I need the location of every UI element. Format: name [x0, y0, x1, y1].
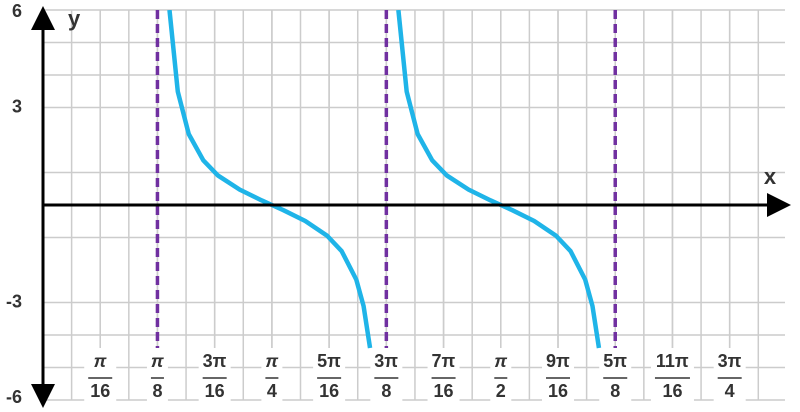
tick-label-bg — [261, 348, 283, 402]
tick-label-bg — [490, 348, 512, 402]
x-tick-label: π/8 — [151, 351, 165, 401]
x-axis-label: x — [764, 164, 777, 189]
x-tick-label: 3π/16 — [203, 351, 228, 401]
x-tick-label: 9π/16 — [546, 351, 571, 401]
tick-label-bg — [313, 348, 346, 402]
x-tick-label: 7π/16 — [432, 351, 457, 401]
x-tick-label: 5π/16 — [317, 351, 342, 401]
y-tick-label: 6 — [12, 1, 22, 21]
x-tick-label: π/16 — [90, 351, 110, 401]
tick-label-bg — [370, 348, 403, 402]
x-tick-label: π/2 — [494, 351, 508, 401]
tick-label-bg — [713, 348, 746, 402]
y-tick-label: 3 — [12, 96, 22, 116]
x-tick-label: 3π/4 — [718, 351, 743, 401]
y-axis-label: y — [68, 6, 81, 31]
tick-label-bg — [84, 348, 117, 402]
labels: y x 6 3 -3 -6 π/16 π/8 3π/16 π/4 5π/16 3π/8 7π/16 π… — [6, 1, 777, 407]
x-tick-label: π/4 — [265, 351, 279, 401]
tick-label-bg — [599, 348, 632, 402]
tick-label-bg — [198, 348, 231, 402]
y-tick-label: -6 — [6, 387, 22, 407]
tick-label-bg — [650, 348, 694, 402]
y-tick-label: -3 — [6, 291, 22, 311]
tick-label-bg — [146, 348, 168, 402]
axes — [31, 6, 791, 408]
curve — [167, 10, 602, 349]
x-tick-label: 3π/8 — [374, 351, 399, 401]
x-tick-label: 5π/8 — [603, 351, 628, 401]
tick-label-bg — [542, 348, 575, 402]
tick-label-bg — [427, 348, 460, 402]
x-tick-label: 11π/16 — [656, 351, 690, 401]
